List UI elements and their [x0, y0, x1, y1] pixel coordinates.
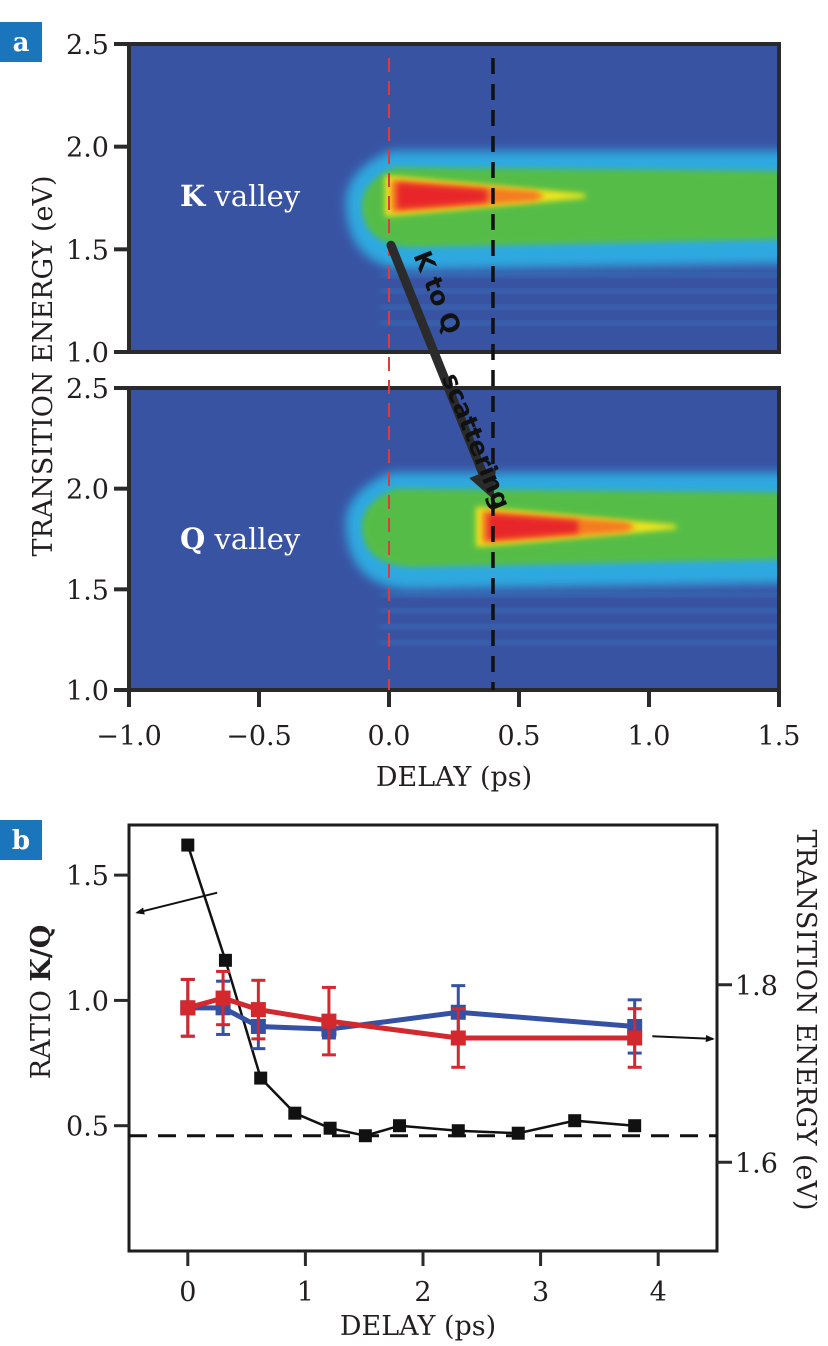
data-point	[288, 1106, 302, 1120]
panel-a-y-axis-title: TRANSITION ENERGY (eV)	[28, 175, 59, 556]
x-tick-label: 0	[179, 1277, 196, 1308]
y-tick-label: 1.0	[66, 338, 109, 369]
data-point	[358, 1129, 372, 1143]
panel-b-y-axis-title: RATIO K/Q	[26, 925, 57, 1080]
data-point	[250, 1002, 266, 1018]
x-tick-label: −0.5	[226, 721, 292, 752]
x-tick-label: 0.0	[368, 721, 411, 752]
y-tick-label-right: 1.6	[735, 1148, 778, 1179]
y-tick-label-left: 0.5	[66, 1112, 109, 1143]
y-tick-label: 2.0	[66, 475, 109, 506]
data-point	[215, 990, 231, 1006]
panel-b-series	[180, 838, 643, 1143]
data-point	[323, 1121, 337, 1135]
x-tick-label: −1.0	[96, 721, 162, 752]
x-tick-label: 1	[297, 1277, 314, 1308]
heatmap-streak	[380, 289, 778, 293]
k-to-q-scattering-arrow	[386, 240, 496, 500]
q-valley-frame	[127, 386, 781, 692]
panel-a-badge	[0, 22, 42, 62]
heatmap-streak	[380, 593, 778, 597]
data-point	[181, 838, 195, 852]
panel-a-badge-text: a	[13, 28, 30, 58]
panel-b-badge-text: b	[12, 826, 30, 856]
series-line	[186, 844, 635, 1138]
data-point	[321, 1013, 337, 1029]
panel-b-x-axis-title: DELAY (ps)	[340, 1311, 496, 1342]
heatmap-streak	[380, 609, 778, 613]
heatmap-red-layer	[488, 513, 578, 541]
data-point	[451, 1124, 465, 1138]
q-valley-label: Q valley	[180, 522, 301, 556]
data-point	[627, 1030, 643, 1046]
reference-lines	[388, 58, 495, 690]
x-tick-label: 1.5	[758, 721, 801, 752]
heatmap-q-valley	[130, 389, 778, 689]
y-tick-label: 2.5	[66, 30, 109, 61]
k-valley-label: K valley	[180, 179, 301, 213]
y-tick-label-right: 1.8	[735, 971, 778, 1002]
axis-indicator-arrows	[135, 891, 715, 1043]
series-ratio-k-q	[181, 838, 642, 1143]
panel-b-right-y-axis-title: TRANSITION ENERGY (eV)	[790, 829, 821, 1210]
y-tick-label: 1.5	[66, 235, 109, 266]
heatmap-streak	[380, 321, 778, 325]
y-tick-label: 2.0	[66, 133, 109, 164]
x-tick-label: 0.5	[498, 721, 541, 752]
panel-b-badge	[0, 820, 42, 860]
data-point	[628, 1119, 642, 1133]
x-tick-label: 2	[414, 1277, 431, 1308]
panel-b-ticks: 0 1 2 3 4 0.5 1.0 1.5 1.6 1.8	[66, 861, 778, 1308]
x-tick-label: 3	[532, 1277, 549, 1308]
data-point	[511, 1126, 525, 1140]
panel-a-ticks: 1.0 1.5 2.0 2.5 1.0 1.5 2.0 2.5 −1.0 −0.5 0.0 0.5 1.…	[66, 30, 800, 752]
y-tick-label-left: 1.0	[66, 986, 109, 1017]
y-tick-label: 1.5	[66, 575, 109, 606]
y-tick-label-left: 1.5	[66, 861, 109, 892]
data-point	[254, 1071, 268, 1085]
y-tick-label: 2.5	[66, 374, 109, 405]
data-point	[218, 953, 232, 967]
x-tick-label: 1.0	[628, 721, 671, 752]
heatmap-streak	[380, 305, 778, 309]
panel-a: a 1.0 1.5 2.0 2.5 1.0 1.5 2.0 2.5 −1.0 −0.5 0.0 0.5…	[0, 22, 800, 793]
heatmap-red-layer	[397, 182, 487, 210]
y-tick-label: 1.0	[66, 676, 109, 707]
heatmap-streak	[380, 625, 778, 629]
data-point	[568, 1114, 582, 1128]
series-q-valley-energy	[180, 969, 643, 1069]
heatmap-k-valley	[130, 45, 778, 351]
data-point	[180, 1000, 196, 1016]
x-tick-label: 4	[650, 1277, 667, 1308]
panel-a-x-axis-title: DELAY (ps)	[376, 762, 532, 793]
data-point	[450, 1030, 466, 1046]
heatmap-streak	[380, 641, 778, 645]
data-point	[392, 1119, 406, 1133]
points-to-left-axis-arrow	[135, 891, 218, 915]
heatmap-streak	[380, 273, 778, 277]
points-to-right-axis-arrow	[652, 1034, 715, 1043]
panel-b: b 0 1 2 3 4 0.5 1.0 1.5 1.6 1.8 RATIO K/Q TRANSIT…	[0, 820, 821, 1342]
k-valley-frame	[127, 42, 781, 354]
panel-a-frames	[127, 42, 781, 692]
